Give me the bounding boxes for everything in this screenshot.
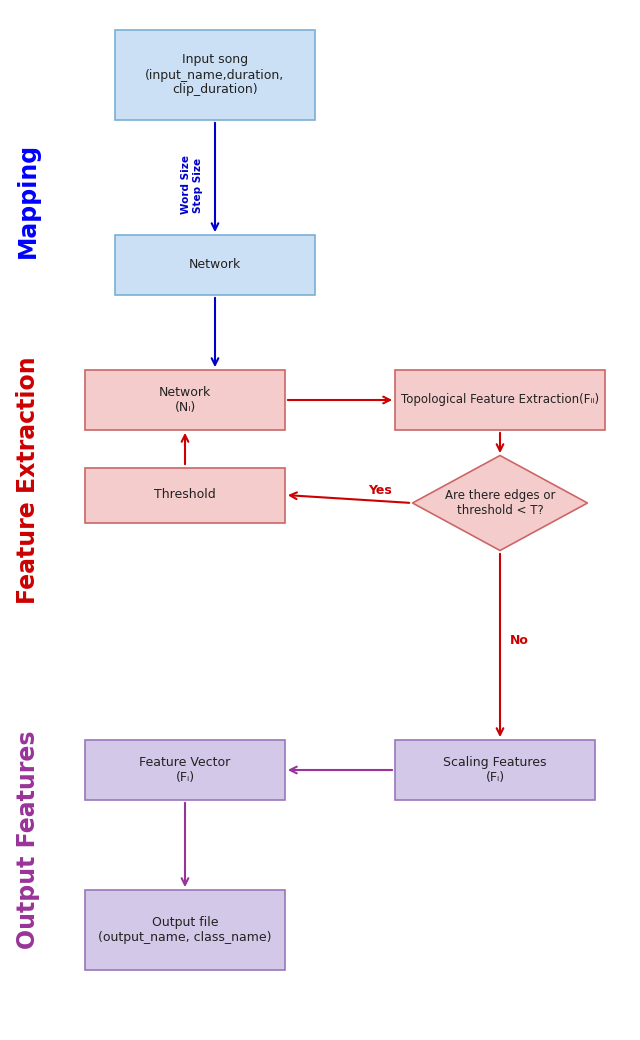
Text: Feature Extraction: Feature Extraction bbox=[16, 356, 40, 604]
Text: Yes: Yes bbox=[368, 484, 392, 496]
FancyBboxPatch shape bbox=[395, 370, 605, 430]
FancyBboxPatch shape bbox=[85, 740, 285, 800]
FancyBboxPatch shape bbox=[115, 235, 315, 295]
Text: Word Size
Step Size: Word Size Step Size bbox=[181, 156, 203, 214]
Text: Feature Vector
(Fᵢ): Feature Vector (Fᵢ) bbox=[140, 756, 230, 784]
FancyBboxPatch shape bbox=[85, 468, 285, 522]
Text: Network
(Nₗ): Network (Nₗ) bbox=[159, 386, 211, 414]
Text: Output file
(output_name, class_name): Output file (output_name, class_name) bbox=[99, 916, 272, 944]
Text: Network: Network bbox=[189, 259, 241, 271]
Polygon shape bbox=[413, 456, 588, 550]
Text: Are there edges or
threshold < T?: Are there edges or threshold < T? bbox=[445, 489, 556, 517]
FancyBboxPatch shape bbox=[115, 30, 315, 120]
Text: Output Features: Output Features bbox=[16, 731, 40, 950]
Text: Input song
(input_name,duration,
clip_duration): Input song (input_name,duration, clip_du… bbox=[145, 53, 285, 97]
Text: Scaling Features
(Fᵢ): Scaling Features (Fᵢ) bbox=[444, 756, 547, 784]
FancyBboxPatch shape bbox=[85, 890, 285, 970]
Text: No: No bbox=[509, 633, 529, 647]
Text: Mapping: Mapping bbox=[16, 142, 40, 258]
Text: Threshold: Threshold bbox=[154, 489, 216, 501]
FancyBboxPatch shape bbox=[85, 370, 285, 430]
FancyBboxPatch shape bbox=[395, 740, 595, 800]
Text: Topological Feature Extraction(Fᵢₗ): Topological Feature Extraction(Fᵢₗ) bbox=[401, 393, 599, 407]
